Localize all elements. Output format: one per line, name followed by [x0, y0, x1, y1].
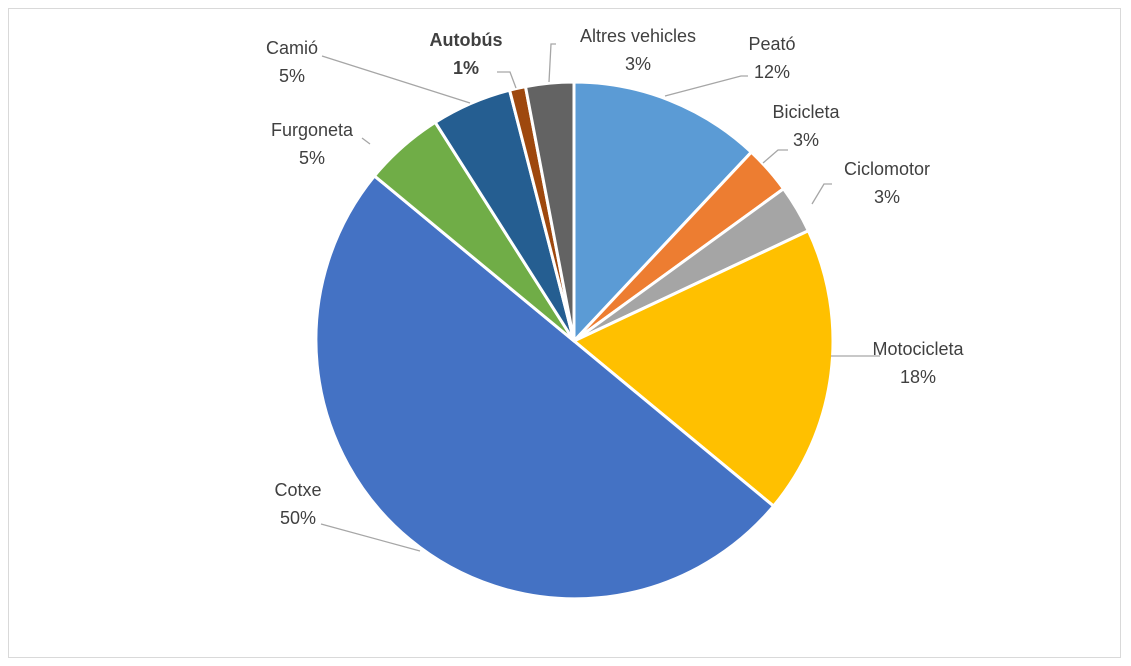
leader-line-bicicleta — [762, 149, 788, 164]
slice-label-autobús: Autobús — [430, 30, 503, 50]
leader-line-ciclomotor — [811, 183, 832, 205]
slice-label-motocicleta: Motocicleta — [872, 339, 964, 359]
slice-value-peató: 12% — [754, 62, 790, 82]
slice-value-motocicleta: 18% — [900, 367, 936, 387]
slice-labels: Peató 12% Bicicleta 3% Ciclomotor 3% Motocicle… — [266, 26, 965, 528]
leader-line-altres-vehicles — [548, 43, 556, 83]
slice-label-ciclomotor: Ciclomotor — [844, 159, 930, 179]
leader-line-cotxe — [320, 523, 421, 552]
slice-label-peató: Peató — [748, 34, 795, 54]
pie-slice-cotxe — [314, 174, 776, 601]
slice-value-furgoneta: 5% — [299, 148, 325, 168]
slice-label-cotxe: Cotxe — [274, 480, 321, 500]
slice-value-ciclomotor: 3% — [874, 187, 900, 207]
pie-slice-altres-vehicles — [523, 80, 576, 343]
leader-line-camió — [321, 55, 471, 104]
slice-label-altres-vehicles: Altres vehicles — [580, 26, 696, 46]
pie-slice-motocicleta — [572, 229, 835, 508]
slice-value-autobús: 1% — [453, 58, 479, 78]
slice-value-altres-vehicles: 3% — [625, 54, 651, 74]
leader-line-peató — [664, 75, 748, 97]
pie-slice-peató — [572, 80, 753, 343]
slice-value-cotxe: 50% — [280, 508, 316, 528]
slice-value-bicicleta: 3% — [793, 130, 819, 150]
pie-slices — [314, 80, 835, 601]
leader-line-autobús — [497, 71, 517, 89]
slice-label-furgoneta: Furgoneta — [271, 120, 354, 140]
slice-value-camió: 5% — [279, 66, 305, 86]
slice-label-camió: Camió — [266, 38, 318, 58]
slice-label-bicicleta: Bicicleta — [772, 102, 840, 122]
leader-line-furgoneta — [361, 137, 371, 145]
leader-lines — [320, 43, 880, 552]
